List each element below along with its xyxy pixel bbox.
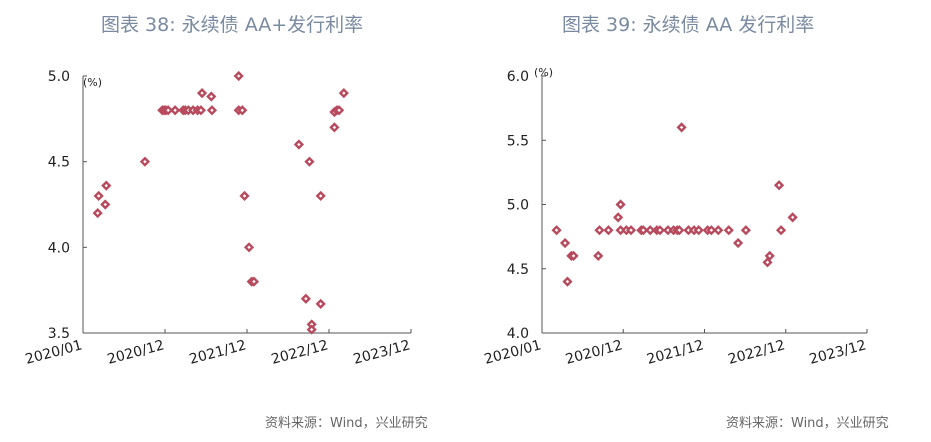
y-tick-label: 3.5: [48, 326, 70, 342]
scatter-point: [293, 139, 304, 150]
scatter-point: [248, 276, 260, 287]
source-note: 资料来源：Wind，兴业研究: [265, 416, 428, 431]
scatter-point: [101, 180, 112, 191]
scatter-point: [206, 105, 218, 116]
x-tick-label: 2022/12: [270, 337, 330, 368]
x-tick-label: 2023/12: [808, 337, 868, 368]
scatter-point: [195, 105, 207, 116]
y-tick-label: 5.5: [507, 133, 529, 149]
x-tick-label: 2021/12: [188, 337, 248, 368]
scatter-point: [306, 324, 317, 335]
scatter-point: [233, 70, 244, 82]
chart-title: 图表 39: 永续债 AA 发行利率: [562, 14, 815, 36]
y-tick-label: 4.5: [48, 155, 70, 171]
scatter-point: [740, 225, 752, 236]
scatter-point: [773, 180, 785, 191]
scatter-point: [163, 105, 174, 116]
y-tick-label: 4.0: [48, 240, 70, 256]
scatter-point: [304, 156, 315, 167]
scatter-point: [559, 237, 571, 249]
scatter-point: [315, 190, 326, 202]
scatter-point: [568, 250, 579, 261]
scatter-point: [706, 225, 717, 236]
x-tick-label: 2022/12: [726, 337, 786, 368]
scatter-point: [93, 190, 104, 202]
scatter-point: [237, 105, 248, 116]
scatter-point: [645, 225, 656, 236]
scatter-point: [676, 122, 687, 133]
chart-title: 图表 38: 永续债 AA+发行利率: [101, 14, 364, 36]
scatter-point: [603, 225, 614, 236]
scatter-point: [239, 190, 250, 202]
scatter-point: [551, 225, 562, 236]
scatter-point: [654, 225, 666, 236]
scatter-point: [787, 212, 798, 223]
scatter-point: [615, 199, 626, 210]
scatter-point: [562, 276, 573, 287]
scatter-point: [100, 199, 111, 210]
x-tick-label: 2020/12: [106, 337, 166, 368]
x-tick-label: 2020/12: [564, 337, 624, 368]
scatter-point: [170, 105, 181, 116]
x-tick-label: 2023/12: [352, 337, 412, 368]
y-tick-label: 4.5: [507, 262, 529, 278]
y-tick-label: 5.0: [48, 69, 70, 85]
y-tick-label: 6.0: [507, 69, 529, 85]
scatter-point: [593, 250, 604, 261]
scatter-point: [613, 212, 624, 223]
scatter-point: [139, 156, 151, 167]
scatter-point: [92, 207, 103, 219]
scatter-point: [775, 225, 787, 236]
y-tick-label: 4.0: [507, 326, 529, 342]
y-unit-label: (%): [534, 66, 553, 79]
scatter-point: [594, 225, 605, 236]
scatter-point: [713, 225, 724, 236]
scatter-point: [762, 257, 773, 268]
source-note: 资料来源：Wind，兴业研究: [726, 416, 889, 431]
scatter-point: [206, 91, 217, 102]
scatter-point: [723, 225, 734, 236]
scatter-point: [674, 225, 685, 236]
scatter-point: [764, 250, 775, 261]
scatter-point: [243, 242, 255, 253]
scatter-point: [315, 298, 326, 309]
scatter-point: [733, 237, 744, 249]
scatter-point: [300, 293, 311, 304]
x-tick-label: 2021/12: [645, 337, 705, 368]
scatter-point: [334, 105, 345, 116]
scatter-point: [329, 122, 340, 133]
scatter-point: [338, 88, 349, 99]
scatter-point: [693, 225, 704, 236]
y-unit-label: (%): [83, 76, 102, 89]
y-tick-label: 5.0: [507, 198, 529, 214]
scatter-point: [638, 225, 649, 236]
scatter-point: [625, 225, 637, 236]
scatter-point: [196, 88, 208, 99]
